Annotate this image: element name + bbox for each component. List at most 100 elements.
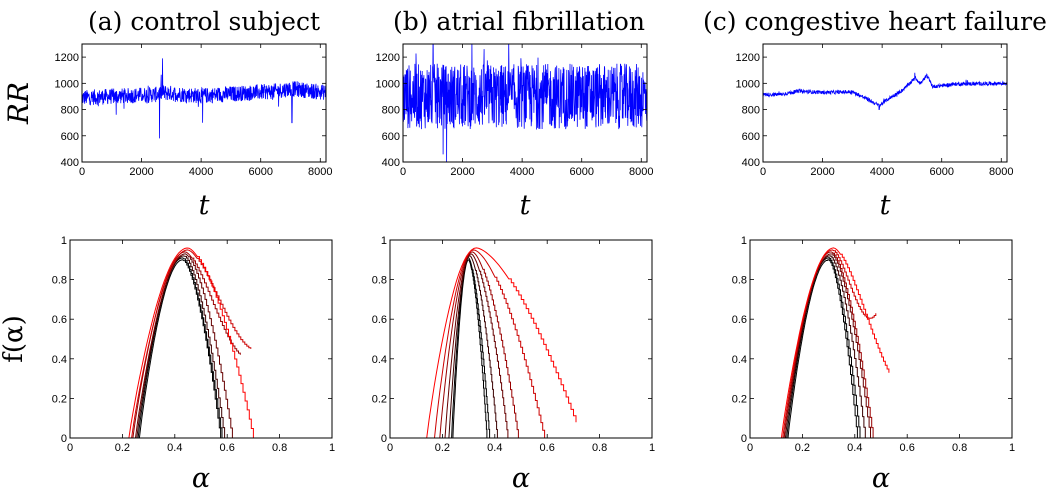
x-axis-label: t — [199, 190, 210, 221]
axes-frame — [749, 239, 1013, 439]
y-axis-label: f(α) — [0, 315, 29, 362]
y-tick-label: 0.6 — [372, 314, 387, 326]
x-tick-label: 0.4 — [487, 442, 502, 454]
y-tick-label: 0.4 — [372, 354, 387, 366]
x-axis-label: α — [872, 463, 890, 494]
x-tick-label: 2000 — [810, 166, 834, 178]
chart-panel-4: 0 0.2 0.4 0.6 0.8 1 0 0.2 0.4 0.6 0.8 1 α f(α) — [0, 235, 335, 494]
y-tick-label: 1000 — [736, 78, 760, 90]
y-axis-label: RR — [2, 82, 35, 125]
y-tick-label: 1000 — [376, 78, 400, 90]
axes-frame — [402, 43, 648, 163]
y-tick-label: 1200 — [55, 52, 79, 64]
y-tick-label: 0.8 — [372, 275, 387, 287]
y-tick-label: 0.8 — [52, 275, 67, 287]
y-tick-label: 400 — [742, 157, 760, 169]
x-tick-label: 0.8 — [952, 442, 967, 454]
x-tick-label: 0 — [67, 442, 73, 454]
chart-panel-5: 0 0.2 0.4 0.6 0.8 1 0 0.2 0.4 0.6 0.8 1 α — [372, 235, 655, 494]
series-line-1 — [452, 259, 488, 438]
x-tick-label: 4000 — [870, 166, 894, 178]
y-tick-label: 1000 — [55, 78, 79, 90]
x-axis-label: t — [520, 190, 531, 221]
y-tick-label: 600 — [742, 131, 760, 143]
y-tick-label: 600 — [382, 131, 400, 143]
y-tick-label: 0 — [61, 433, 67, 445]
y-tick-label: 600 — [61, 131, 79, 143]
x-tick-label: 6000 — [248, 166, 272, 178]
x-axis-label: t — [880, 190, 891, 221]
series-line-5 — [439, 251, 519, 438]
x-tick-label: 0.8 — [592, 442, 607, 454]
y-tick-label: 400 — [61, 157, 79, 169]
x-tick-label: 4000 — [510, 166, 534, 178]
x-tick-label: 0 — [747, 442, 753, 454]
x-tick-label: 0 — [760, 166, 766, 178]
chart-panel-2: 0 2000 4000 6000 8000 400 600 800 1000 1200 (b) at… — [376, 7, 654, 221]
series-line-1 — [138, 259, 222, 438]
x-tick-label: 2000 — [450, 166, 474, 178]
y-tick-label: 1200 — [376, 52, 400, 64]
y-tick-label: 0 — [741, 433, 747, 445]
x-tick-label: 1 — [329, 442, 335, 454]
x-tick-label: 4000 — [189, 166, 213, 178]
axes-frame — [389, 239, 653, 439]
x-tick-label: 1 — [1009, 442, 1015, 454]
chart-title: (c) congestive heart failure — [703, 7, 1047, 36]
axes-frame — [762, 43, 1008, 163]
x-tick-label: 0 — [79, 166, 85, 178]
y-tick-label: 1 — [381, 235, 387, 247]
y-tick-label: 0.2 — [372, 393, 387, 405]
x-axis-label: α — [512, 463, 530, 494]
x-tick-label: 0.6 — [220, 442, 235, 454]
series-line-1 — [763, 72, 1007, 110]
y-tick-label: 400 — [382, 157, 400, 169]
x-tick-label: 0.6 — [540, 442, 555, 454]
x-tick-label: 6000 — [569, 166, 593, 178]
x-tick-label: 0 — [400, 166, 406, 178]
y-tick-label: 1200 — [736, 52, 760, 64]
chart-panel-3: 0 2000 4000 6000 8000 400 600 800 1000 1200 (c) co… — [703, 7, 1047, 221]
y-tick-label: 0.4 — [732, 354, 747, 366]
x-tick-label: 0.2 — [115, 442, 130, 454]
y-tick-label: 0.2 — [732, 393, 747, 405]
series-line-7 — [128, 247, 254, 438]
series-line-1 — [82, 58, 326, 139]
x-tick-label: 0 — [387, 442, 393, 454]
x-tick-label: 0.6 — [900, 442, 915, 454]
chart-panel-1: 0 2000 4000 6000 8000 400 600 800 1000 1200 (a) co… — [2, 7, 333, 221]
x-tick-label: 0.4 — [167, 442, 182, 454]
x-tick-label: 0.2 — [435, 442, 450, 454]
x-tick-label: 8000 — [989, 166, 1013, 178]
series-line-1 — [787, 259, 858, 438]
series-line-6 — [434, 249, 546, 438]
series-line-7 — [426, 247, 577, 438]
axes-frame — [81, 43, 327, 163]
x-tick-label: 0.8 — [272, 442, 287, 454]
y-tick-label: 0.6 — [732, 314, 747, 326]
chart-title: (a) control subject — [88, 7, 320, 36]
series-line-6 — [782, 249, 877, 438]
x-tick-label: 1 — [649, 442, 655, 454]
y-tick-label: 0.4 — [52, 354, 67, 366]
y-tick-label: 1 — [741, 235, 747, 247]
y-tick-label: 1 — [61, 235, 67, 247]
series-line-3 — [448, 255, 498, 438]
series-line-4 — [135, 253, 233, 438]
series-line-2 — [451, 257, 491, 438]
x-tick-label: 6000 — [929, 166, 953, 178]
y-tick-label: 800 — [742, 105, 760, 117]
x-axis-label: α — [192, 463, 210, 494]
series-line-7 — [780, 247, 890, 438]
x-tick-label: 8000 — [629, 166, 653, 178]
y-tick-label: 0.2 — [52, 393, 67, 405]
y-tick-label: 0 — [381, 433, 387, 445]
y-tick-label: 0.6 — [52, 314, 67, 326]
y-tick-label: 800 — [382, 105, 400, 117]
x-tick-label: 0.4 — [847, 442, 862, 454]
y-tick-label: 800 — [61, 105, 79, 117]
series-line-1 — [403, 44, 647, 162]
x-tick-label: 0.2 — [795, 442, 810, 454]
x-tick-label: 8000 — [308, 166, 332, 178]
